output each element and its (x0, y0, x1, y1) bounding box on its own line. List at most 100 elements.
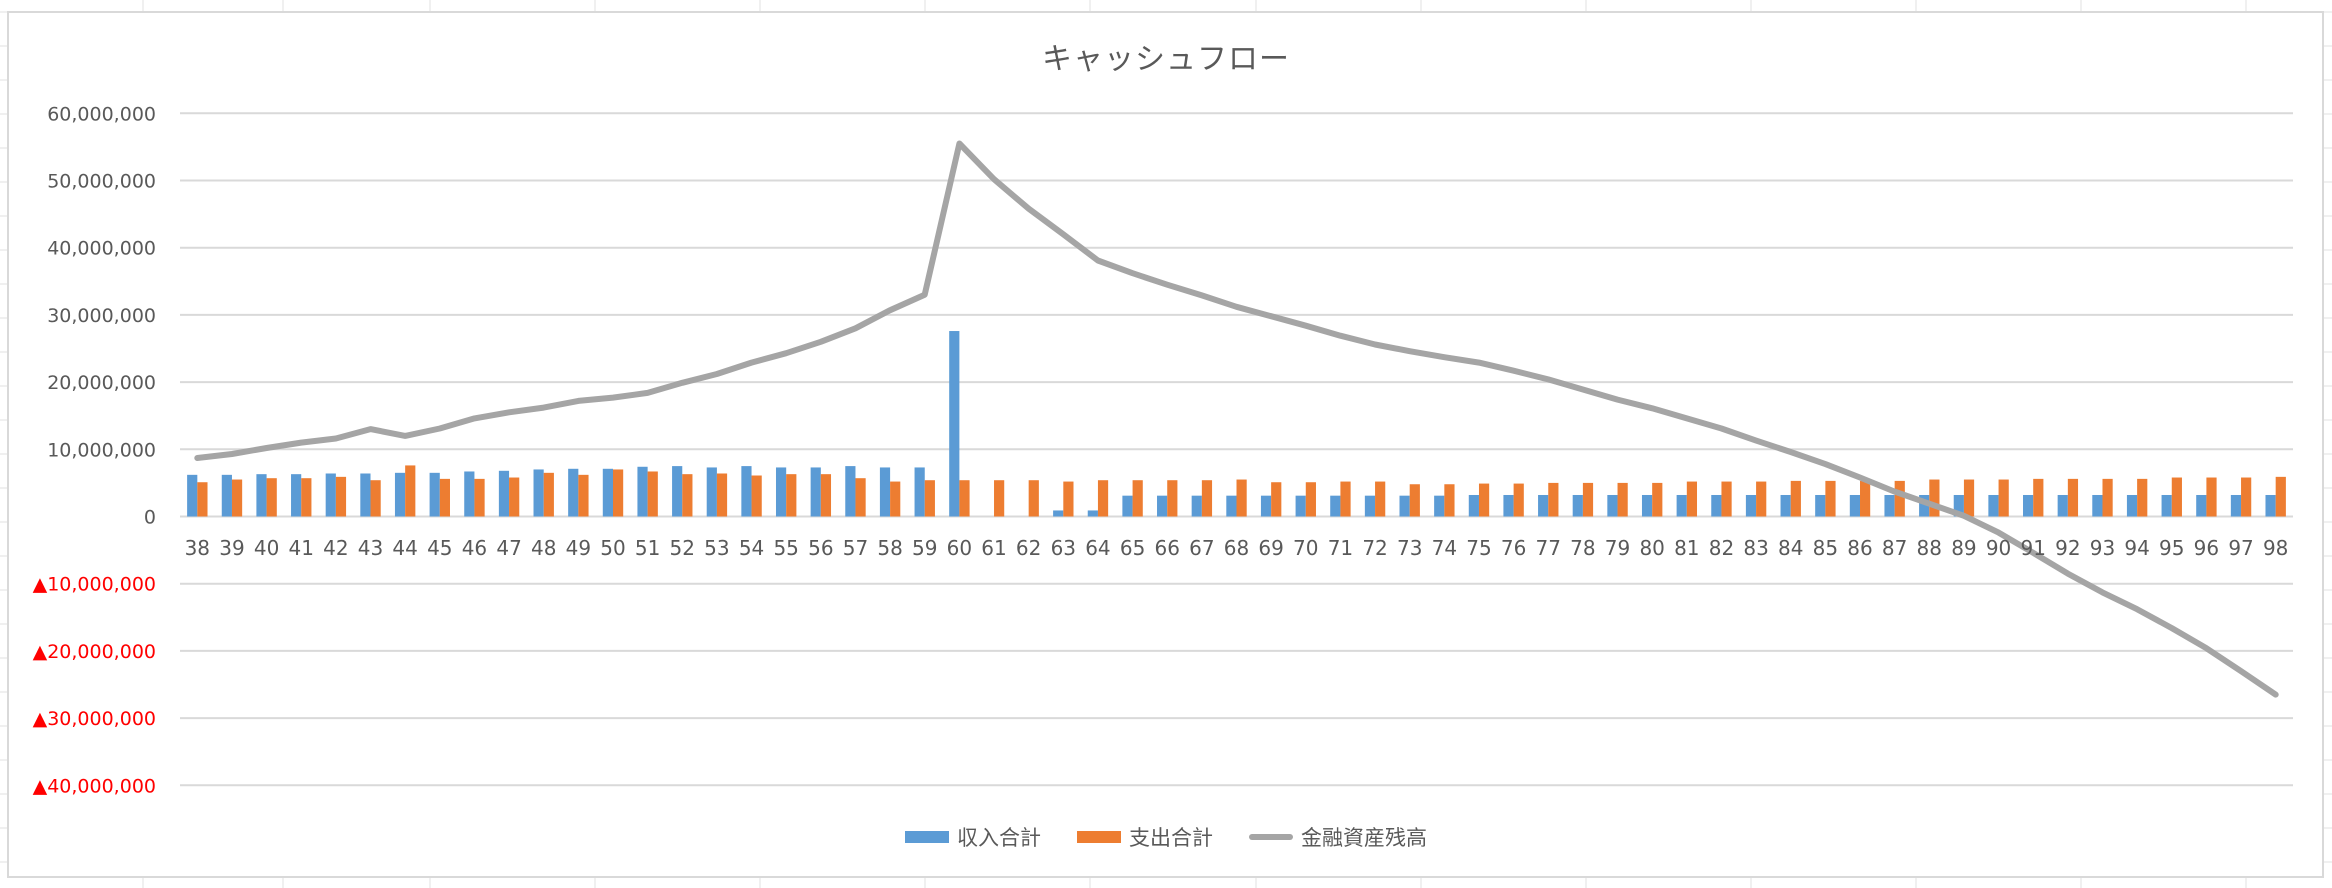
bar-expense[interactable] (2275, 476, 2286, 517)
bar-income[interactable] (1538, 494, 1549, 517)
bar-income[interactable] (1295, 495, 1306, 517)
bar-expense[interactable] (405, 465, 416, 517)
bar-expense[interactable] (786, 474, 797, 517)
bar-expense[interactable] (682, 474, 693, 517)
bar-income[interactable] (2126, 494, 2138, 517)
bar-expense[interactable] (301, 478, 312, 517)
bar-expense[interactable] (1998, 479, 2009, 517)
legend-item-income[interactable]: 収入合計 (905, 822, 1041, 852)
bar-income[interactable] (879, 467, 891, 517)
bar-expense[interactable] (716, 473, 728, 517)
bar-expense[interactable] (335, 476, 347, 517)
bar-expense[interactable] (1236, 479, 1247, 517)
bar-income[interactable] (1745, 494, 1757, 517)
bar-income[interactable] (775, 467, 787, 517)
bar-expense[interactable] (2102, 478, 2113, 517)
bar-income[interactable] (464, 471, 475, 517)
bar-expense[interactable] (1478, 483, 1490, 517)
bar-income[interactable] (1364, 495, 1376, 517)
bar-income[interactable] (1884, 494, 1895, 517)
bar-income[interactable] (2230, 494, 2242, 517)
bar-income[interactable] (845, 466, 856, 517)
bar-expense[interactable] (2241, 477, 2252, 517)
bar-income[interactable] (2265, 494, 2276, 517)
bar-income[interactable] (498, 470, 510, 517)
bar-expense[interactable] (1201, 480, 1213, 517)
bar-income[interactable] (291, 474, 302, 517)
bar-expense[interactable] (1617, 482, 1628, 517)
bar-income[interactable] (1122, 495, 1133, 517)
chart-container[interactable] (7, 11, 2324, 878)
bar-income[interactable] (637, 466, 648, 517)
bar-income[interactable] (1468, 494, 1479, 517)
bar-income[interactable] (1572, 494, 1583, 517)
bar-expense[interactable] (1582, 482, 1594, 517)
bar-income[interactable] (1711, 494, 1722, 517)
bar-expense[interactable] (820, 474, 832, 517)
bar-income[interactable] (706, 467, 717, 517)
bar-expense[interactable] (1894, 480, 1905, 517)
bar-income[interactable] (2161, 494, 2172, 517)
bar-income[interactable] (1226, 495, 1237, 517)
bar-income[interactable] (360, 473, 371, 517)
bar-expense[interactable] (1028, 480, 1039, 517)
bar-income[interactable] (394, 472, 406, 517)
bar-expense[interactable] (1860, 480, 1871, 517)
bar-expense[interactable] (1963, 479, 1975, 517)
bar-income[interactable] (187, 474, 198, 517)
bar-expense[interactable] (1756, 481, 1767, 517)
bar-income[interactable] (2196, 494, 2207, 517)
bar-expense[interactable] (509, 477, 520, 517)
bar-expense[interactable] (1548, 482, 1559, 517)
bar-income[interactable] (1053, 510, 1064, 517)
bar-expense[interactable] (2171, 477, 2182, 517)
bar-expense[interactable] (474, 478, 485, 517)
bar-expense[interactable] (1409, 484, 1420, 517)
bar-income[interactable] (1434, 495, 1445, 517)
bar-expense[interactable] (1097, 480, 1109, 517)
bar-income[interactable] (2057, 494, 2068, 517)
bar-expense[interactable] (855, 478, 866, 517)
bar-expense[interactable] (2067, 478, 2079, 517)
bar-expense[interactable] (1132, 480, 1143, 517)
bar-expense[interactable] (1063, 481, 1074, 517)
bar-expense[interactable] (578, 474, 589, 517)
bar-income[interactable] (2023, 494, 2034, 517)
bar-income[interactable] (1780, 494, 1791, 517)
bar-expense[interactable] (751, 475, 762, 517)
bar-income[interactable] (602, 468, 613, 517)
bar-income[interactable] (533, 469, 544, 517)
bar-income[interactable] (810, 467, 821, 517)
bar-expense[interactable] (890, 481, 901, 517)
bar-expense[interactable] (647, 471, 658, 517)
bar-expense[interactable] (959, 480, 970, 517)
bar-expense[interactable] (2137, 478, 2148, 517)
bar-expense[interactable] (1929, 479, 1940, 517)
bar-expense[interactable] (612, 469, 624, 517)
bar-income[interactable] (1399, 495, 1410, 517)
bar-income[interactable] (429, 472, 440, 517)
bar-income[interactable] (256, 474, 267, 517)
bar-expense[interactable] (1375, 481, 1386, 517)
bar-income[interactable] (1607, 494, 1618, 517)
bar-income[interactable] (1919, 494, 1930, 517)
bar-expense[interactable] (1686, 481, 1698, 517)
bar-expense[interactable] (1790, 480, 1801, 517)
bar-expense[interactable] (370, 480, 381, 517)
bar-income[interactable] (672, 466, 683, 517)
bar-income[interactable] (1815, 494, 1826, 517)
bar-expense[interactable] (924, 480, 935, 517)
bar-income[interactable] (1988, 494, 1999, 517)
bar-income[interactable] (2092, 494, 2103, 517)
bar-expense[interactable] (994, 480, 1005, 517)
bar-income[interactable] (1503, 494, 1514, 517)
bar-expense[interactable] (543, 472, 554, 517)
bar-income[interactable] (1157, 495, 1168, 517)
bar-income[interactable] (1676, 494, 1687, 517)
bar-income[interactable] (568, 468, 579, 517)
bar-income[interactable] (221, 474, 232, 517)
bar-income[interactable] (1087, 510, 1098, 517)
bar-expense[interactable] (231, 479, 243, 517)
bar-expense[interactable] (266, 478, 277, 517)
bar-expense[interactable] (1167, 480, 1178, 517)
